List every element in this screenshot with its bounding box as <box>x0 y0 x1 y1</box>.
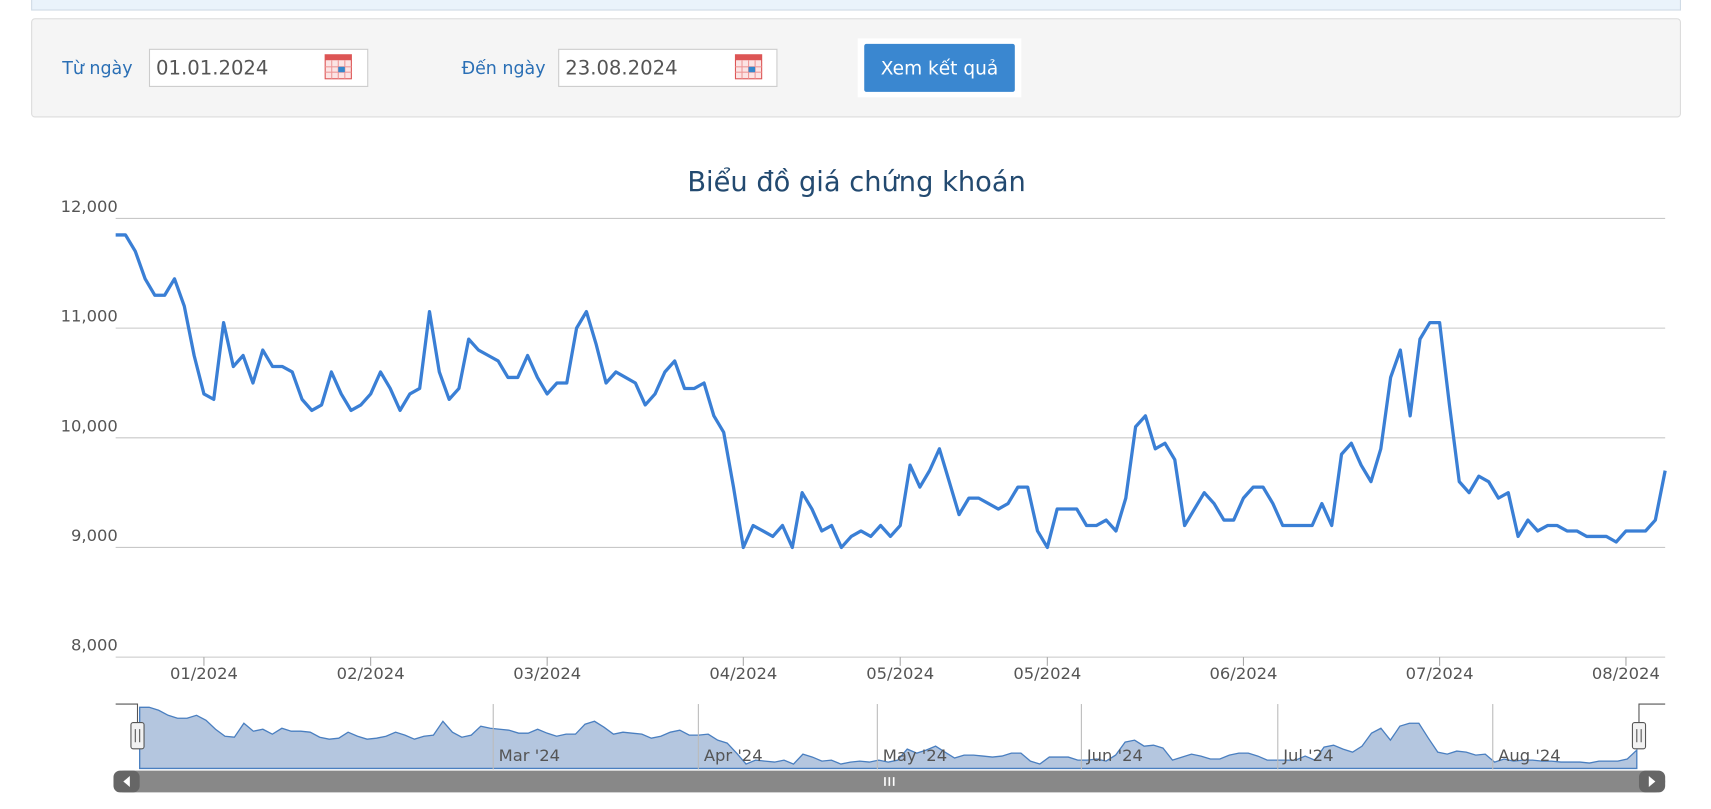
y-tick-label: 12,000 <box>61 197 118 216</box>
handle-left[interactable] <box>130 722 145 750</box>
top-strip <box>31 0 1681 11</box>
x-tick-label: 04/2024 <box>709 664 777 683</box>
x-tick-label: 02/2024 <box>337 664 405 683</box>
navigator-label: Aug '24 <box>1498 746 1560 765</box>
grid: 8,000 9,000 10,000 11,000 12,000 01/2024 02/20… <box>61 197 1666 683</box>
scrollbar[interactable] <box>113 770 1666 793</box>
navigator-label: May '24 <box>883 746 947 765</box>
navigator-label: Mar '24 <box>499 746 560 765</box>
y-tick-label: 8,000 <box>71 636 118 655</box>
x-tick-label: 05/2024 <box>1013 664 1081 683</box>
from-value[interactable]: 01.01.2024 <box>156 56 268 79</box>
calendar-icon[interactable] <box>734 54 763 80</box>
y-tick-label: 10,000 <box>61 416 118 435</box>
chart-title: Biểu đồ giá chứng khoán <box>687 167 1025 198</box>
x-tick-label: 08/2024 <box>1592 664 1660 683</box>
filter-panel <box>31 18 1681 118</box>
y-tick-label: 11,000 <box>61 307 118 326</box>
calendar-icon[interactable] <box>324 54 352 80</box>
to-label: Đến ngày <box>462 58 546 79</box>
plot <box>115 233 1667 550</box>
from-label: Từ ngày <box>61 59 132 79</box>
navigator-label: Jul '24 <box>1282 746 1333 765</box>
x-tick-label: 06/2024 <box>1209 664 1277 683</box>
y-tick-label: 9,000 <box>71 526 118 545</box>
nav-handles[interactable] <box>115 703 1666 750</box>
x-tick-label: 01/2024 <box>170 664 238 683</box>
price-line <box>115 233 1667 550</box>
submit-label[interactable]: Xem kết quả <box>881 57 998 79</box>
navigator-label: Apr '24 <box>704 746 763 765</box>
submit-button[interactable] <box>864 43 1015 92</box>
navigator-label: Jun '24 <box>1086 746 1143 765</box>
x-tick-label: 07/2024 <box>1406 664 1474 683</box>
x-tick-label: 05/2024 <box>866 664 934 683</box>
navigator-area <box>139 706 1638 770</box>
to-value[interactable]: 23.08.2024 <box>565 56 677 79</box>
navigator: Mar '24 Apr '24 May '24 Jun '24 Jul '24 Aug '… <box>115 704 1666 770</box>
x-tick-label: 03/2024 <box>513 664 581 683</box>
handle-right[interactable] <box>1631 722 1647 750</box>
